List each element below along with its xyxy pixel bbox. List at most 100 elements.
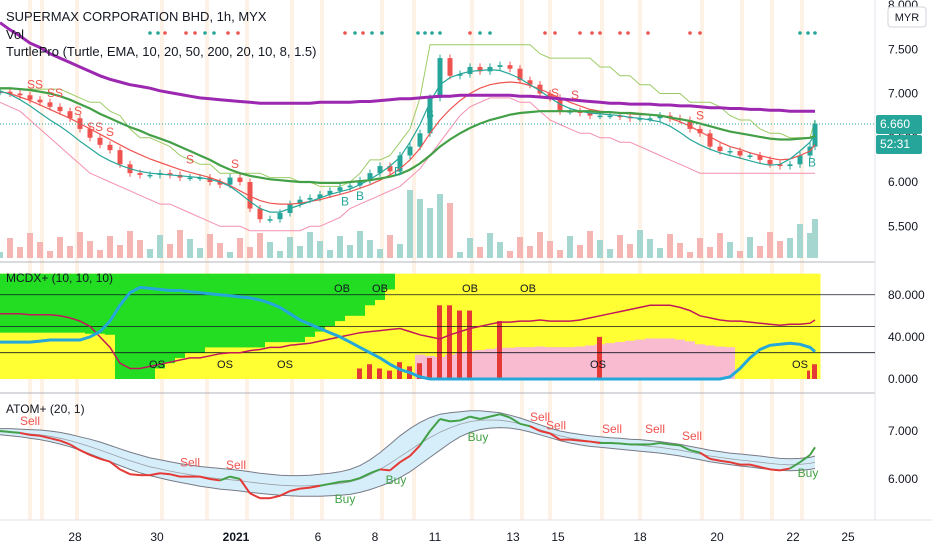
volume-bar: [27, 233, 33, 258]
signal-dot: [370, 31, 374, 35]
buy-signal: Buy: [386, 473, 407, 487]
session-stripe: [40, 0, 44, 520]
volume-bar: [47, 251, 53, 258]
time-axis-label: 18: [633, 530, 647, 544]
mcdx-pink-bar: [525, 347, 536, 379]
volume-bar: [67, 246, 73, 258]
ema50-line: [0, 87, 816, 184]
mcdx-axis[interactable]: 80.000 40.000 0.000: [888, 288, 925, 386]
atom-axis-label: 7.000: [888, 424, 918, 438]
volume-bar: [337, 236, 343, 258]
mcdx-green-bar: [265, 273, 276, 343]
mcdx-pink-bar: [535, 346, 546, 379]
signal-dot: [646, 31, 650, 35]
volume-bar: [267, 242, 273, 258]
atom-price-segment: [709, 457, 721, 462]
mcdx-mark: OB: [372, 283, 388, 295]
atom-price-segment: [809, 446, 816, 456]
atom-price-segment: [509, 416, 521, 425]
mcdx-pink-bar: [545, 347, 556, 379]
candle-body: [257, 208, 263, 220]
session-stripe: [245, 0, 249, 520]
candle-body: [477, 66, 483, 72]
atom-price-segment: [319, 482, 331, 487]
mcdx-green-bar: [285, 273, 296, 343]
candle-body: [357, 180, 363, 186]
upper-channel-line: [0, 44, 816, 187]
mcdx-pink-bar: [625, 340, 636, 379]
mcdx-red-bar: [457, 310, 462, 379]
signal-dot: [590, 31, 594, 35]
mcdx-green-bar: [385, 273, 396, 290]
sell-signal: SS: [27, 77, 43, 91]
mcdx-green-bar: [5, 273, 16, 333]
sell-signal: S: [231, 157, 239, 171]
candle-body: [717, 146, 723, 152]
mcdx-green-bar: [25, 273, 36, 333]
time-axis[interactable]: 28 30 2021 6 8 11 13 15 18 20 22 25: [68, 530, 855, 544]
candle-body: [507, 65, 513, 69]
sell-signal: S: [571, 88, 579, 102]
volume-bar: [127, 231, 133, 258]
atom-price-segment: [459, 415, 471, 422]
atom-price-segment: [569, 438, 581, 442]
mcdx-title[interactable]: MCDX+ (10, 10, 10): [6, 271, 113, 285]
atom-price-segment: [589, 440, 601, 444]
mcdx-pink-bar: [715, 346, 726, 379]
candle-body: [187, 177, 193, 180]
atom-mid-line: [0, 419, 816, 487]
session-stripe: [700, 0, 704, 520]
last-price-badge[interactable]: 6.660: [876, 115, 922, 134]
atom-lines: [0, 410, 816, 500]
session-stripe: [205, 0, 209, 520]
atom-price-segment: [329, 480, 341, 485]
candle-body: [812, 123, 818, 147]
atom-band-fill: [0, 410, 815, 497]
countdown-badge: 52:31: [876, 135, 922, 154]
session-stripe: [638, 0, 642, 520]
signal-dot: [578, 31, 582, 35]
volume-bar: [157, 235, 163, 258]
atom-price-segment: [129, 473, 141, 477]
volume-label[interactable]: Vol: [6, 27, 24, 42]
atom-title[interactable]: ATOM+ (20, 1): [6, 402, 85, 416]
mcdx-mark: OB: [462, 283, 478, 295]
sell-signal: Sell: [546, 419, 566, 433]
volume-bar: [607, 249, 613, 258]
indicator-label[interactable]: TurtlePro (Turtle, EMA, 10, 20, 50, 200,…: [6, 44, 316, 59]
session-stripe: [320, 0, 324, 520]
time-axis-label: 25: [841, 530, 855, 544]
atom-price-segment: [409, 444, 421, 457]
atom-axis[interactable]: 7.000 6.000: [888, 424, 918, 486]
buy-signal: B: [341, 195, 349, 209]
mcdx-pink-bar: [475, 350, 486, 379]
volume-bar: [467, 238, 473, 258]
mcdx-pink-bar: [695, 344, 706, 379]
volume-bar: [137, 240, 143, 258]
atom-price-segment: [109, 460, 121, 471]
time-axis-label: 13: [506, 530, 520, 544]
mcdx-red-bar: [497, 321, 502, 379]
mcdx-red-bar: [467, 310, 472, 379]
mcdx-mark: OS: [217, 359, 233, 371]
volume-bar: [447, 203, 453, 258]
volume-bar: [197, 248, 203, 258]
volume-bar: [177, 230, 183, 258]
session-stripe: [412, 0, 416, 520]
atom-price-segment: [499, 413, 511, 419]
volume-bar: [97, 250, 103, 258]
volume-bar: [237, 238, 243, 258]
mcdx-red-bar: [387, 370, 392, 379]
volume-bar: [812, 219, 818, 258]
currency-badge[interactable]: [887, 6, 927, 28]
signal-dots-top: [148, 31, 817, 35]
volume-bar: [347, 245, 353, 258]
buy-signal: Buy: [798, 466, 819, 480]
candle-body: [657, 115, 663, 119]
ema20-line: [0, 81, 816, 205]
atom-price-segment: [679, 444, 691, 452]
volume-bar: [707, 247, 713, 258]
atom-price-segment: [689, 449, 701, 454]
